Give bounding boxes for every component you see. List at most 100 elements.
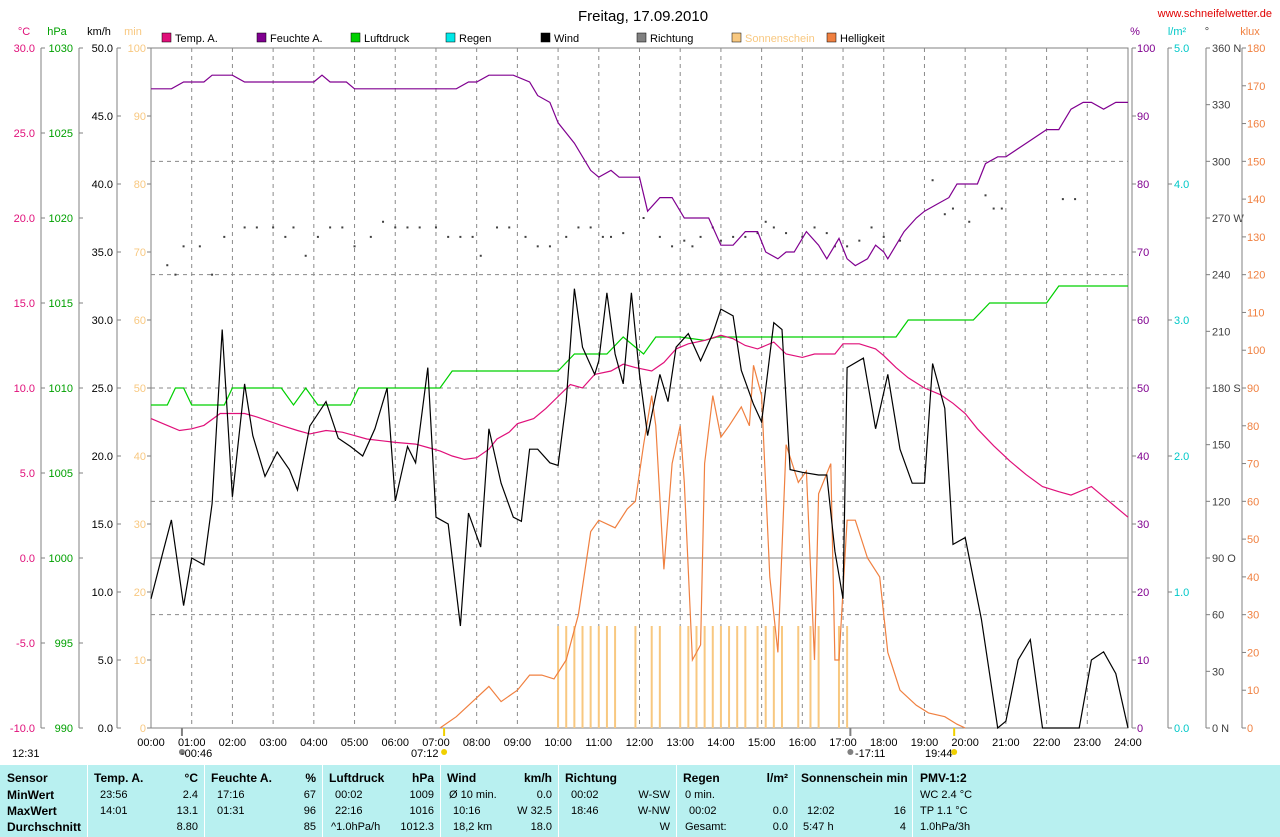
axis-tick-label: 70 [1247, 459, 1259, 471]
x-tick-label: 09:00 [504, 737, 532, 749]
direction-point [329, 226, 332, 229]
axis-tick-label: 1025 [49, 128, 73, 140]
stats-temp-unit: °C [184, 771, 198, 785]
axis-unit-brightness: klux [1240, 26, 1260, 38]
stats-pressure-trend: ^1.0hPa/h [331, 821, 381, 833]
x-tick-label: 13:00 [666, 737, 694, 749]
direction-point [496, 226, 499, 229]
direction-point [801, 235, 804, 238]
axis-tick-label: 5.0 [1174, 43, 1189, 55]
x-tick-label: 18:00 [870, 737, 898, 749]
direction-point [610, 235, 613, 238]
stats-rain-max-time: 00:02 [689, 805, 717, 817]
direction-point [732, 235, 735, 238]
axis-tick-label: 330 [1212, 100, 1230, 112]
axis-tick-label: 20.0 [92, 451, 113, 463]
stats-humidity-unit: % [305, 771, 316, 785]
direction-point [671, 245, 674, 248]
axis-tick-label: 0.0 [1174, 723, 1189, 735]
axis-tick-label: 0 [1137, 723, 1143, 735]
direction-point [353, 245, 356, 248]
direction-point [756, 232, 759, 235]
axis-tick-label: 30 [1212, 666, 1224, 678]
axis-tick-label: 180 [1247, 43, 1265, 55]
axis-tick-label: 170 [1247, 81, 1265, 93]
stats-humidity: Feuchte A. % 17:16 01:31 67 96 85 [205, 765, 323, 837]
stats-wind-max-time: 10:16 [453, 805, 481, 817]
axis-tick-label: 15.0 [14, 298, 35, 310]
axis-tick-label: 995 [55, 638, 73, 650]
stats-wind-max: W 32.5 [517, 805, 552, 817]
axis-tick-label: 1030 [49, 43, 73, 55]
legend-swatch [826, 32, 837, 43]
x-tick-label: 14:00 [707, 737, 735, 749]
axis-tick-label: 90 [1137, 111, 1149, 123]
axis-tick-label: 35.0 [92, 247, 113, 259]
direction-point [870, 226, 873, 229]
stats-pressure-min-time: 00:02 [335, 789, 363, 801]
axis-tick-label: 10 [1247, 685, 1259, 697]
direction-point [744, 235, 747, 238]
axis-tick-label: 4.0 [1174, 179, 1189, 191]
x-tick-label: 04:00 [300, 737, 328, 749]
stats-humidity-min-time: 17:16 [217, 789, 245, 801]
axis-tick-label: 60 [1247, 496, 1259, 508]
direction-point [719, 239, 722, 242]
axis-tick-label: 70 [134, 247, 146, 259]
axis-tick-label: 240 [1212, 270, 1230, 282]
direction-point [984, 194, 987, 197]
axis-tick-label: 30 [1137, 519, 1149, 531]
axis-tick-label: -10.0 [10, 723, 35, 735]
direction-point [577, 226, 580, 229]
stats-rain-header: Regen [683, 771, 720, 785]
stats-wind-distance: 18,2 km [453, 821, 493, 833]
direction-point [272, 226, 275, 229]
axis-tick-label: 10.0 [14, 383, 35, 395]
stats-sunshine-max-time: 12:02 [807, 805, 835, 817]
axis-tick-label: 1010 [49, 383, 73, 395]
direction-point [166, 264, 169, 267]
direction-point [341, 226, 344, 229]
right-axes: %1009080706050403020100l/m²5.04.03.02.01… [1130, 26, 1265, 735]
direction-point [825, 232, 828, 235]
legend-swatch [445, 32, 456, 43]
direction-point [548, 245, 551, 248]
x-tick-label: 10:00 [544, 737, 572, 749]
axis-tick-label: 3.0 [1174, 315, 1189, 327]
axis-tick-label: 50 [1247, 534, 1259, 546]
axis-tick-label: 120 [1247, 270, 1265, 282]
axis-tick-label: 50 [134, 383, 146, 395]
legend-swatch [540, 32, 551, 43]
direction-point [1000, 207, 1003, 210]
axis-tick-label: 60 [1137, 315, 1149, 327]
axis-unit-temp: °C [18, 26, 30, 38]
legend-swatch [350, 32, 361, 43]
axis-tick-label: 40 [1247, 572, 1259, 584]
x-tick-label: 07:00 [422, 737, 450, 749]
astro-icon [178, 749, 185, 755]
axis-tick-label: 80 [134, 179, 146, 191]
axis-tick-label: 40.0 [92, 179, 113, 191]
stats-rain-max: 0.0 [772, 805, 788, 817]
axis-tick-label: 0.0 [98, 723, 113, 735]
x-tick-label: 21:00 [992, 737, 1020, 749]
stats-wind: Wind km/h Ø 10 min. 10:16 18,2 km 0.0 W … [441, 765, 559, 837]
stats-temp-header: Temp. A. [94, 771, 144, 785]
stats-wind-min-time: Ø 10 min. [449, 789, 497, 801]
x-tick-label: 23:00 [1074, 737, 1102, 749]
x-tick-label: 24:00 [1114, 737, 1142, 749]
legend-label: Regen [459, 33, 491, 45]
astro-markers: 07:12 19:44 -00:46 -17:11 [178, 728, 958, 760]
stats-direction-max-time: 18:46 [571, 805, 599, 817]
direction-point [459, 235, 462, 238]
legend-label: Feuchte A. [270, 33, 323, 45]
site-link[interactable]: www.schneifelwetter.de [1157, 8, 1272, 20]
direction-point [992, 207, 995, 210]
axis-tick-label: 40 [1137, 451, 1149, 463]
series-line-pressure [151, 285, 1128, 407]
axis-tick-label: 1020 [49, 213, 73, 225]
stats-humidity-max-time: 01:31 [217, 805, 245, 817]
axis-tick-label: -5.0 [16, 638, 35, 650]
axis-unit-wind: km/h [87, 26, 111, 38]
axis-tick-label: 45.0 [92, 111, 113, 123]
